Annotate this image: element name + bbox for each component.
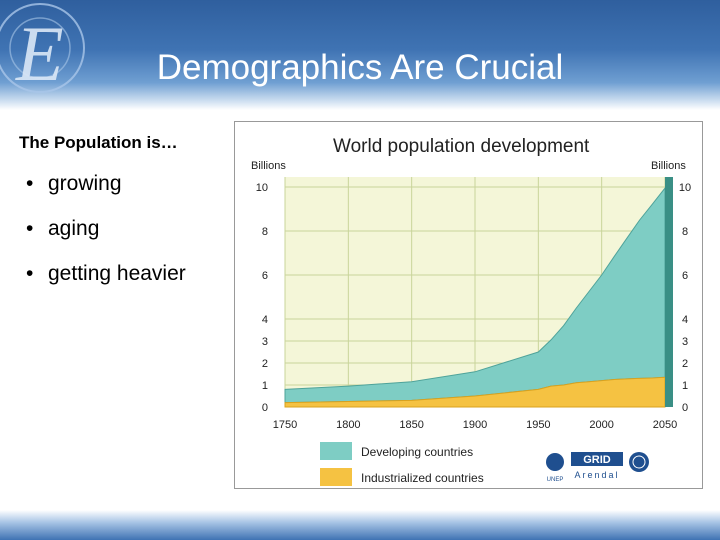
bullet-text: aging: [48, 217, 100, 240]
bullet-text: getting heavier: [48, 262, 186, 285]
page-title: Demographics Are Crucial: [156, 48, 564, 87]
x-tick-label: 1900: [463, 419, 487, 431]
grid-logo-icon: [571, 452, 623, 466]
y-tick-label-left: 4: [262, 314, 268, 326]
y-tick-label-right: 0: [682, 402, 688, 414]
y-tick-label-left: 1: [262, 380, 268, 392]
x-tick-label: 1800: [336, 419, 360, 431]
slide-header: E Demographics Are Crucial: [0, 0, 720, 110]
y-axis-label-left: Billions: [251, 160, 286, 172]
x-tick-label: 1750: [273, 419, 297, 431]
y-tick-label-left: 6: [262, 270, 268, 282]
x-tick-label: 1850: [399, 419, 423, 431]
legend-swatch-industrialized: [320, 468, 352, 486]
y-axis-label-right: Billions: [651, 160, 686, 172]
bullet-icon: •: [26, 217, 34, 240]
y-tick-label-right: 10: [679, 182, 691, 194]
x-tick-label: 1950: [526, 419, 550, 431]
x-tick-label: 2050: [653, 419, 677, 431]
y-tick-label-left: 0: [262, 402, 268, 414]
y-tick-label-right: 2: [682, 358, 688, 370]
y-tick-label-right: 6: [682, 270, 688, 282]
legend-label-developing: Developing countries: [361, 445, 473, 459]
population-chart: World population development Billions Bill…: [251, 136, 691, 486]
y-tick-label-left: 8: [262, 226, 268, 238]
y-tick-label-right: 4: [682, 314, 688, 326]
bullet-icon: •: [26, 262, 34, 285]
un-logo-ring: [632, 455, 646, 469]
svg-text:E: E: [15, 10, 64, 97]
list-item: • growing: [26, 172, 186, 217]
unep-logo-icon: [546, 453, 564, 471]
legend-swatch-developing: [320, 442, 352, 460]
bullet-list: • growing • aging • getting heavier: [26, 172, 186, 307]
y-tick-label-right: 8: [682, 226, 688, 238]
bullet-text: growing: [48, 172, 122, 195]
bullet-icon: •: [26, 172, 34, 195]
grid-logo-text: GRID: [583, 454, 611, 466]
arendal-logo-text: Arendal: [574, 470, 619, 480]
y-tick-label-right: 1: [682, 380, 688, 392]
chart-title: World population development: [333, 136, 590, 157]
y-tick-label-left: 10: [256, 182, 268, 194]
x-tick-label: 2000: [589, 419, 613, 431]
legend-label-industrialized: Industrialized countries: [361, 471, 484, 485]
chart-panel: World population development Billions Bill…: [234, 121, 703, 489]
y-tick-label-left: 3: [262, 336, 268, 348]
unep-logo-text: UNEP: [547, 477, 564, 483]
y-tick-label-right: 3: [682, 336, 688, 348]
list-item: • aging: [26, 217, 186, 262]
right-axis-bar: [665, 177, 673, 407]
e-logo-icon: E: [0, 3, 85, 97]
list-item: • getting heavier: [26, 262, 186, 307]
slide-footer: [0, 510, 720, 540]
y-tick-label-left: 2: [262, 358, 268, 370]
subtitle: The Population is…: [19, 133, 178, 152]
un-logo-icon: [629, 452, 649, 472]
